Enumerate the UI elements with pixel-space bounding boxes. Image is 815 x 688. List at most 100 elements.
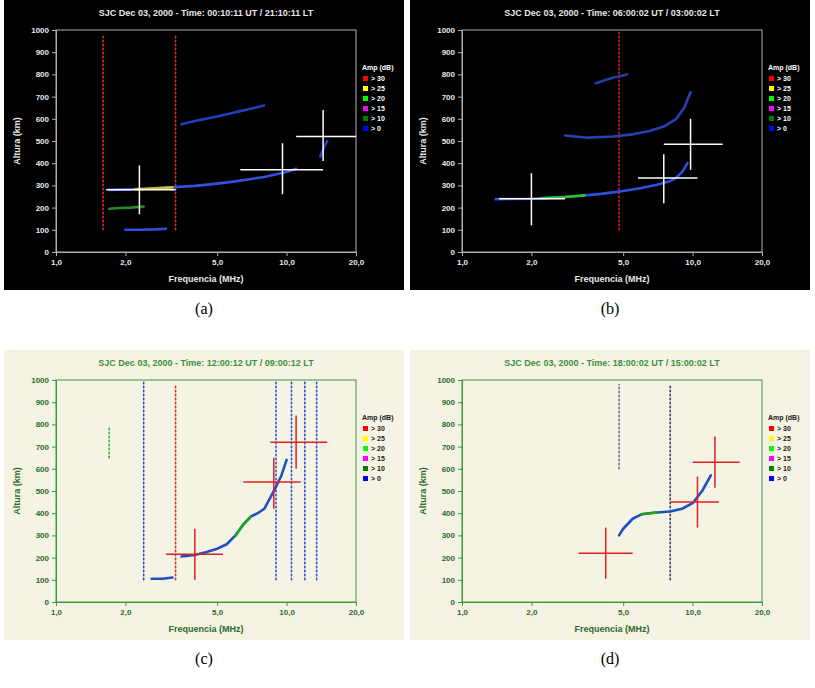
y-tick: 100 bbox=[36, 576, 56, 585]
y-tick: 600 bbox=[442, 465, 462, 474]
y-tick: 0 bbox=[45, 598, 56, 607]
panel: SJC Dec 03, 2000 - Time: 12:00:12 UT / 0… bbox=[4, 350, 404, 640]
panel-caption: (b) bbox=[601, 300, 620, 318]
x-tick: 10,0 bbox=[685, 602, 701, 617]
legend-swatch bbox=[769, 476, 774, 481]
legend-swatch bbox=[363, 116, 368, 121]
legend-label: > 25 bbox=[777, 435, 791, 442]
y-tick-label: 800 bbox=[36, 70, 50, 79]
x-tick-label: 2,0 bbox=[526, 258, 538, 267]
y-tick-label: 200 bbox=[442, 204, 456, 213]
legend-swatch bbox=[363, 426, 368, 431]
y-tick-label: 1000 bbox=[437, 26, 455, 35]
x-tick-label: 20,0 bbox=[755, 258, 771, 267]
y-tick-label: 200 bbox=[442, 554, 456, 563]
y-tick: 400 bbox=[36, 509, 56, 518]
legend-label: > 15 bbox=[777, 105, 791, 112]
echo-trace bbox=[181, 460, 286, 557]
panel-background bbox=[4, 350, 404, 640]
x-axis: 1,02,05,010,020,0 bbox=[51, 602, 365, 617]
y-tick: 1000 bbox=[31, 376, 56, 385]
x-tick-label: 1,0 bbox=[51, 258, 63, 267]
y-tick-label: 200 bbox=[36, 204, 50, 213]
legend-swatch bbox=[363, 476, 368, 481]
y-tick-label: 700 bbox=[442, 443, 456, 452]
cross-vertical bbox=[697, 477, 699, 528]
plot-marks bbox=[103, 34, 356, 229]
legend-label: > 15 bbox=[777, 455, 791, 462]
cross-vertical bbox=[194, 529, 196, 580]
x-tick-mark bbox=[125, 602, 126, 606]
cross-vertical bbox=[714, 437, 716, 488]
y-tick-label: 1000 bbox=[437, 376, 455, 385]
x-tick-label: 2,0 bbox=[526, 608, 538, 617]
legend-label: > 30 bbox=[371, 425, 385, 432]
y-tick-mark bbox=[52, 580, 56, 581]
y-tick-mark bbox=[458, 97, 462, 98]
legend-label: > 0 bbox=[371, 475, 381, 482]
y-tick-label: 300 bbox=[36, 181, 50, 190]
y-tick: 200 bbox=[442, 554, 462, 563]
legend-swatch bbox=[363, 106, 368, 111]
legend-swatch bbox=[769, 466, 774, 471]
echo-trace bbox=[496, 163, 688, 199]
y-axis-line bbox=[52, 31, 57, 253]
y-tick: 100 bbox=[442, 576, 462, 585]
x-tick: 2,0 bbox=[526, 252, 538, 267]
y-tick-label: 100 bbox=[442, 576, 456, 585]
y-tick-mark bbox=[458, 141, 462, 142]
y-tick-mark bbox=[458, 119, 462, 120]
y-tick: 0 bbox=[45, 248, 56, 257]
echo-trace bbox=[109, 169, 296, 190]
y-axis-line bbox=[52, 381, 57, 603]
cross-vertical bbox=[139, 165, 141, 214]
echo-trace bbox=[641, 513, 656, 515]
legend-swatch bbox=[363, 76, 368, 81]
y-tick-label: 100 bbox=[36, 576, 50, 585]
y-axis: 01002003004005006007008009001000 bbox=[31, 26, 56, 257]
y-tick: 200 bbox=[36, 554, 56, 563]
legend-swatch bbox=[363, 446, 368, 451]
cross-vertical bbox=[273, 458, 275, 509]
x-tick: 2,0 bbox=[120, 252, 132, 267]
legend-title: Amp (dB) bbox=[768, 414, 800, 422]
interference-line bbox=[102, 34, 104, 229]
legend-swatch bbox=[769, 456, 774, 461]
echo-trace bbox=[135, 187, 173, 189]
x-tick-mark bbox=[531, 252, 532, 256]
x-tick-mark bbox=[287, 602, 288, 606]
y-tick: 700 bbox=[442, 443, 462, 452]
y-axis-title: Altura (km) bbox=[418, 467, 428, 515]
legend-title: Amp (dB) bbox=[362, 414, 394, 422]
y-tick-mark bbox=[52, 602, 56, 603]
y-tick: 500 bbox=[36, 487, 56, 496]
y-tick: 1000 bbox=[437, 26, 462, 35]
x-axis-line bbox=[463, 253, 763, 257]
legend-label: > 25 bbox=[371, 85, 385, 92]
legend-label: > 25 bbox=[371, 435, 385, 442]
y-tick-mark bbox=[52, 380, 56, 381]
x-tick: 10,0 bbox=[279, 252, 295, 267]
y-tick: 100 bbox=[36, 226, 56, 235]
x-tick-label: 1,0 bbox=[51, 608, 63, 617]
chart-title: SJC Dec 03, 2000 - Time: 18:00:02 UT / 1… bbox=[504, 358, 720, 368]
panel: SJC Dec 03, 2000 - Time: 00:10:11 UT / 2… bbox=[4, 0, 404, 290]
y-tick-mark bbox=[52, 30, 56, 31]
legend-swatch bbox=[769, 96, 774, 101]
y-tick-label: 0 bbox=[45, 598, 50, 607]
legend-swatch bbox=[363, 126, 368, 131]
interference-line bbox=[316, 380, 318, 580]
x-tick-mark bbox=[623, 252, 624, 256]
x-axis-line bbox=[57, 603, 357, 607]
y-tick-label: 800 bbox=[442, 70, 456, 79]
y-tick-mark bbox=[458, 230, 462, 231]
y-tick-mark bbox=[458, 74, 462, 75]
y-tick: 700 bbox=[36, 93, 56, 102]
y-tick-label: 700 bbox=[36, 93, 50, 102]
y-tick-label: 300 bbox=[442, 181, 456, 190]
y-tick: 500 bbox=[36, 137, 56, 146]
legend-label: > 30 bbox=[371, 75, 385, 82]
y-tick-mark bbox=[458, 252, 462, 253]
legend-label: > 20 bbox=[371, 445, 385, 452]
x-tick: 5,0 bbox=[212, 602, 224, 617]
